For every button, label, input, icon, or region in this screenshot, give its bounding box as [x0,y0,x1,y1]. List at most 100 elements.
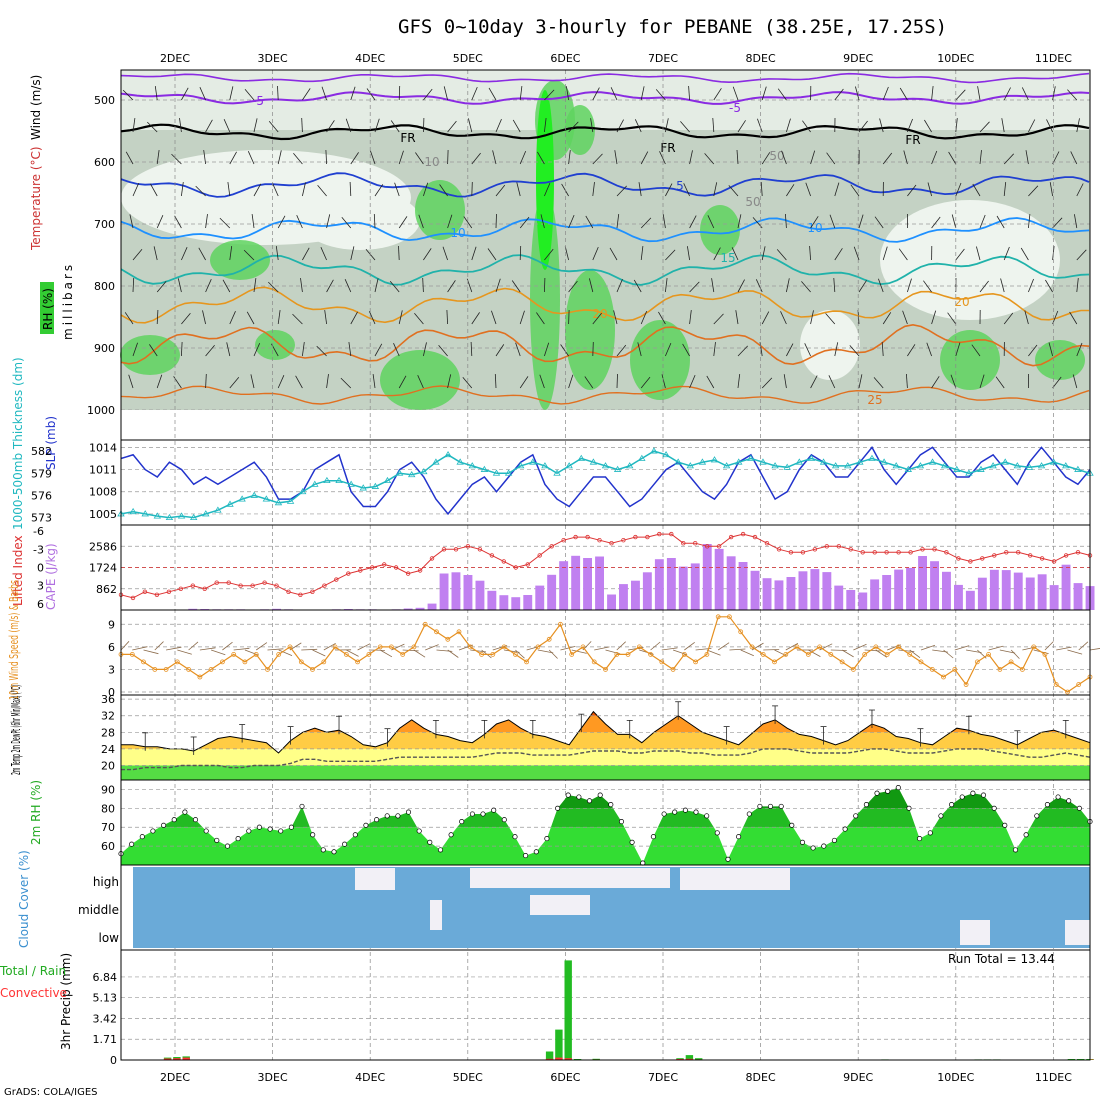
wind-barb [470,341,473,357]
cape-bar [954,584,963,610]
rh-moist-blob [210,240,270,280]
wind-barb [125,151,134,165]
cape-bar [547,574,557,610]
wind-barb [275,246,279,261]
pressure-tick-label: 1000 [87,404,115,417]
bottom-day-label: 8DEC [746,1071,776,1084]
wind-barb [899,87,908,101]
wind-barb [804,343,811,357]
rh-point [1076,805,1082,811]
precip-panel-border [120,949,1091,1061]
wind-barb [316,345,327,357]
thickness-tick-label: 576 [31,489,52,502]
wind-barb [689,281,700,293]
wind-barb [368,311,376,325]
wind-barb [179,118,182,133]
wind-barb [731,247,739,261]
wind-barb [640,376,651,389]
rh-point [405,809,412,815]
rh-point [980,792,987,798]
thickness-line-marker [807,454,816,461]
wind-barb [712,117,715,133]
cloud-clear-patch [355,868,395,890]
wind-barb [292,313,303,325]
thickness-tick-label: 582 [31,445,52,458]
slp-panel-border [120,439,1091,526]
wind-barb [568,214,575,229]
cape-bar [906,567,915,610]
bottom-day-label: 11DEC [1035,1071,1072,1084]
rh-point [629,839,635,845]
cape-bar [642,572,652,610]
wind-barb [1049,182,1053,197]
contour-15 [120,254,1090,286]
cape-bar [1025,577,1035,610]
wind-barb [810,150,816,165]
wind-barb [786,343,794,357]
wind-barb [834,342,839,357]
wind-barb [229,246,233,261]
wind-barb [468,118,473,133]
cape-bar [738,562,748,610]
pressure-tick-label: 600 [94,156,115,169]
wind-barb [995,376,1005,389]
rh-point [299,803,305,809]
wind-point [265,667,270,672]
wind-barb [882,152,893,165]
wind-barb [979,121,990,133]
rh-point [150,828,156,834]
wind-barb [609,247,618,261]
cape-bar [870,579,880,610]
wind-barb [761,377,773,389]
wind-tick-label: 6 [108,641,115,654]
wind-barb [737,345,748,357]
wind-barb [293,153,303,165]
wind-barb [907,278,912,293]
wind-barb [713,88,722,101]
wind-barb [373,213,376,229]
wind-barb [1069,311,1078,325]
rh-point [778,803,784,809]
wind-point [682,652,687,657]
rh-tick-label: 80 [101,802,115,815]
rh-dry-patch [800,310,860,380]
wind-barb [805,182,811,197]
wind-barb [320,247,327,261]
rh-point [256,824,262,830]
wind-barb-10m [560,646,576,651]
wind-barb [689,150,693,165]
rh-point [1055,794,1061,800]
wind-barb [614,150,618,165]
wind-barb-10m [447,649,459,658]
wind-barb-10m [1044,641,1054,651]
wind-barb [345,118,352,133]
wind-barb [1000,278,1005,293]
rh-point [161,822,167,828]
thickness-label: 1000-500mb Thickness (dm) [11,357,25,530]
wind-barb [348,342,352,357]
rh-point [821,843,827,849]
thickness-line-marker [710,456,719,463]
wind-barb [447,374,452,389]
contour-freezing [120,123,1090,141]
rh-point [757,803,763,809]
wind-barb [661,374,666,389]
rh-moist-blob [565,270,615,390]
rh-moist-blob [940,330,1000,390]
wind-barb [737,214,742,229]
wind-barb [810,216,819,229]
wind-barb [1028,119,1036,133]
wind-barb [1076,118,1080,133]
wind-point [1065,689,1070,695]
rh-point [1002,822,1008,828]
contour-label: 20 [592,307,607,321]
cloud-clear-patch [680,868,790,890]
wind-point [535,644,541,650]
li-point [322,583,327,588]
wind-barb [471,152,481,165]
rh-point [789,822,795,828]
wind-point [941,674,946,680]
thickness-line-marker [928,458,937,465]
wind-point [332,644,338,650]
wind-barb [544,118,547,133]
